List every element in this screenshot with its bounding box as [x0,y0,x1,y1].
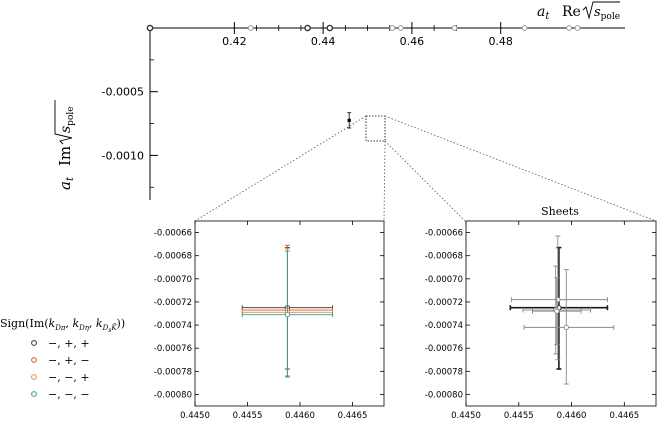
legend-title: Sign(Im(kDπ, kDη, kDsK̄)) [0,317,125,334]
axis-pole-point [146,24,154,32]
sheets-marker [284,312,291,318]
param-x-tick-label: 0.4450 [451,411,481,421]
param-y-tick-label: -0.00076 [425,344,463,354]
connector-line [383,140,386,222]
sheets-ticks: -0.00066 -0.00068 -0.00070 -0.00072 -0.00074… [154,221,384,421]
legend-marker [31,340,37,346]
param-y-tick-label: -0.00080 [425,390,463,400]
param-data-point [509,246,609,370]
sheets-series [241,244,333,378]
main-x-ticks: 0.42 0.44 0.46 0.48 [222,22,513,48]
sheets-y-tick-label: -0.00076 [154,344,192,354]
x-label-sqrt-icon [582,1,620,20]
sheets-y-tick-label: -0.00070 [154,275,192,285]
axis-pole-point [326,24,334,32]
param-data-point [510,235,608,361]
connector-line [384,115,657,222]
param-y-tick-label: -0.00074 [425,321,463,331]
x-label-at: at [537,4,550,22]
sheets-y-tick-label: -0.00068 [154,252,192,262]
legend-marker [31,357,37,363]
parametrisations-series [509,235,615,385]
legend-title-sign: Sign(Im(kDπ, kDη, kDsK̄)) [0,317,125,334]
y-label-s: spole [58,106,76,133]
main-plot: 0.42 0.44 0.46 0.48 -0.0005 -0.0010 at Re sp… [54,1,625,200]
axis-pole-point [247,25,254,31]
main-axis-points [146,24,581,32]
sheets-y-tick-label: -0.00080 [154,390,192,400]
legend-entry: −, +, − [31,354,90,367]
legend-marker [31,391,37,397]
param-y-tick-label: -0.00066 [425,229,463,239]
sheets-data-point [241,250,333,378]
param-marker [563,324,569,331]
x-label-s: spole [594,5,620,22]
axis-pole-point [566,25,572,31]
y-label-sqrt-icon [54,100,73,145]
axis-pole-point [397,25,404,31]
sheets-x-tick-label: 0.4450 [180,411,210,421]
param-x-tick-label: 0.4460 [557,411,587,421]
main-y-tick-label: -0.0010 [102,149,144,162]
param-x-tick-label: 0.4455 [504,411,534,421]
connector-line [384,140,466,222]
param-y-tick-label: -0.00070 [425,275,463,285]
sheets-frame [194,220,385,407]
sheets-y-tick-label: -0.00072 [154,298,192,308]
main-pole-point [347,112,352,129]
param-data-point [532,277,582,346]
legend-marker [31,374,37,380]
axis-pole-point [574,25,581,31]
y-label-im: Im [56,146,74,166]
legend-entry: −, −, + [31,371,90,384]
parametrisations-frame [465,220,657,407]
y-label-at: at [56,176,76,190]
parametrisations-title: Sheets [541,205,579,218]
axis-pole-point [304,24,311,32]
sheets-x-tick-label: 0.4460 [285,411,315,421]
legend-label: −, +, + [48,337,90,350]
main-x-tick-label: 0.48 [488,35,513,48]
main-x-axis-label: at Re spole [537,1,620,22]
sheets-y-tick-label: -0.00078 [154,367,192,377]
param-y-tick-label: -0.00068 [425,252,463,262]
legend: Sign(Im(kDπ, kDη, kDsK̄)) −, +, + −, +, −… [0,317,125,401]
axis-pole-point [451,25,458,31]
main-y-ticks: -0.0005 -0.0010 [102,59,158,188]
parametrisations-ticks: -0.00066 -0.00068 -0.00070 -0.00072 -0.00074… [425,221,656,421]
sheets-y-tick-label: -0.00066 [154,229,192,239]
pole-marker [347,118,351,122]
param-y-tick-label: -0.00078 [425,367,463,377]
sheets-x-tick-label: 0.4465 [338,411,368,421]
legend-label: −, +, − [48,354,90,367]
axis-pole-point [389,25,396,31]
connector-line [194,115,367,222]
axis-pole-point [521,25,528,31]
legend-label: −, −, − [48,388,90,401]
x-label-re: Re [562,4,581,20]
zoom-connectors [194,115,657,222]
param-y-tick-label: -0.00072 [425,298,463,308]
main-y-axis-label: at Im spole [54,100,76,190]
param-marker [555,296,561,303]
sheets-y-tick-label: -0.00074 [154,321,192,331]
main-y-tick-label: -0.0005 [102,86,144,99]
param-x-tick-label: 0.4465 [609,411,639,421]
legend-entry: −, −, − [31,388,90,401]
sheets-panel: -0.00066 -0.00068 -0.00070 -0.00072 -0.00074… [154,220,385,421]
param-marker [554,308,560,314]
main-x-tick-label: 0.46 [400,35,425,48]
zoom-box [365,115,386,142]
param-data-point [523,269,615,385]
main-x-tick-label: 0.42 [222,35,247,48]
sheets-x-tick-label: 0.4455 [233,411,263,421]
legend-entries: −, +, + −, +, − −, −, + −, −, − [31,337,90,401]
main-x-tick-label: 0.44 [311,35,336,48]
legend-label: −, −, + [48,371,90,384]
legend-entry: −, +, + [31,337,90,350]
parametrisations-panel: Sheets -0.00066-0.00068-0.00070-0.00072-… [425,205,657,421]
